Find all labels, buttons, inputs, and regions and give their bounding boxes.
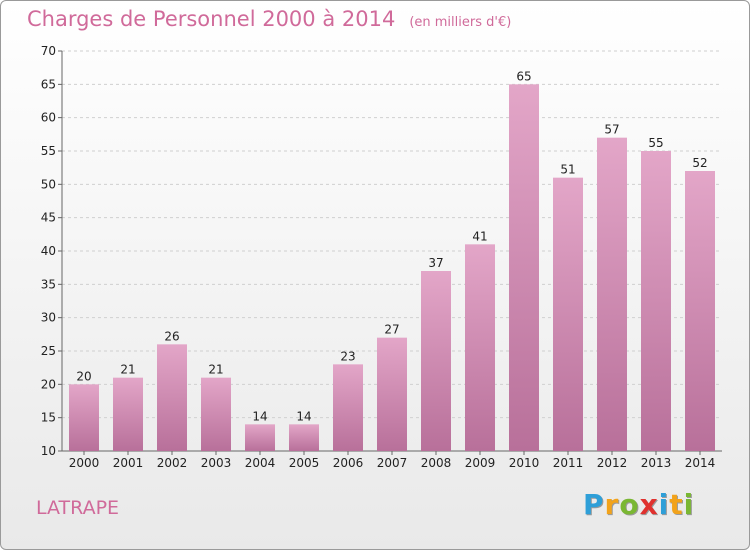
- x-tick-label-2001: 2001: [113, 456, 144, 470]
- y-tick-label: 55: [41, 144, 56, 158]
- x-tick-label-2005: 2005: [289, 456, 320, 470]
- bar-2004: [245, 424, 275, 451]
- logo-letter: P: [583, 488, 605, 521]
- y-tick-label: 15: [41, 411, 56, 425]
- bar-2011: [553, 177, 583, 451]
- commune-name: LATRAPE: [36, 497, 120, 519]
- value-label-2004: 14: [252, 409, 267, 423]
- logo-letter: i: [683, 488, 695, 521]
- chart-subtitle: (en milliers d'€): [409, 15, 512, 30]
- y-tick-label: 70: [41, 44, 56, 58]
- bar-2001: [113, 377, 143, 451]
- y-tick-label: 25: [41, 344, 56, 358]
- value-label-2002: 26: [164, 329, 179, 343]
- value-label-2007: 27: [384, 323, 399, 337]
- bar-2003: [201, 377, 231, 451]
- x-tick-label-2012: 2012: [597, 456, 628, 470]
- x-tick-label-2009: 2009: [465, 456, 496, 470]
- logo-letter: o: [619, 488, 640, 521]
- value-label-2005: 14: [296, 409, 311, 423]
- value-label-2009: 41: [472, 229, 487, 243]
- y-tick-label: 40: [41, 244, 56, 258]
- value-label-2006: 23: [340, 349, 355, 363]
- bar-2007: [377, 337, 407, 451]
- chart-title-text: Charges de Personnel 2000 à 2014: [27, 7, 396, 31]
- value-label-2011: 51: [560, 163, 575, 177]
- bar-2000: [69, 384, 99, 451]
- value-label-2008: 37: [428, 256, 443, 270]
- value-label-2010: 65: [516, 69, 531, 83]
- logo-letter: i: [658, 488, 670, 521]
- bar-2005: [289, 424, 319, 451]
- x-tick-label-2002: 2002: [157, 456, 188, 470]
- value-label-2000: 20: [76, 369, 91, 383]
- x-tick-label-2013: 2013: [641, 456, 672, 470]
- x-tick-label-2003: 2003: [201, 456, 232, 470]
- bar-2014: [685, 171, 715, 451]
- x-tick-label-2008: 2008: [421, 456, 452, 470]
- value-label-2013: 55: [648, 136, 663, 150]
- x-tick-label-2004: 2004: [245, 456, 276, 470]
- logo-letter: x: [639, 488, 659, 521]
- bar-2009: [465, 244, 495, 451]
- logo-letter: r: [604, 488, 620, 521]
- value-label-2012: 57: [604, 123, 619, 137]
- y-tick-label: 45: [41, 211, 56, 225]
- chart-title: Charges de Personnel 2000 à 2014 (en mill…: [27, 7, 511, 31]
- bar-2002: [157, 344, 187, 451]
- value-label-2003: 21: [208, 363, 223, 377]
- logo-letter: t: [669, 488, 684, 521]
- y-tick-label: 35: [41, 277, 56, 291]
- x-tick-label-2000: 2000: [69, 456, 100, 470]
- x-tick-label-2011: 2011: [553, 456, 584, 470]
- bar-2013: [641, 151, 671, 451]
- bar-2012: [597, 137, 627, 451]
- bar-2010: [509, 84, 539, 451]
- y-tick-label: 20: [41, 377, 56, 391]
- x-tick-label-2006: 2006: [333, 456, 364, 470]
- bar-2008: [421, 271, 451, 451]
- value-label-2014: 52: [692, 156, 707, 170]
- bar-2006: [333, 364, 363, 451]
- y-tick-label: 65: [41, 77, 56, 91]
- proxiti-logo: Proxiti: [583, 488, 694, 521]
- x-tick-label-2014: 2014: [685, 456, 716, 470]
- value-label-2001: 21: [120, 363, 135, 377]
- y-tick-label: 10: [41, 444, 56, 458]
- y-tick-label: 30: [41, 311, 56, 325]
- y-tick-label: 50: [41, 177, 56, 191]
- x-tick-label-2007: 2007: [377, 456, 408, 470]
- y-tick-label: 60: [41, 111, 56, 125]
- x-tick-label-2010: 2010: [509, 456, 540, 470]
